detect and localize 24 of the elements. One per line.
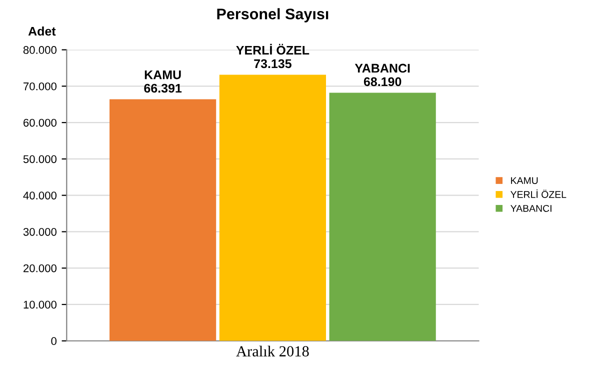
y-tick-label: 10.000 <box>24 300 57 309</box>
y-tick-label: 80.000 <box>23 46 57 54</box>
y-tick-label: 40.000 <box>23 192 57 200</box>
y-tick-label: 20.000 <box>24 264 57 272</box>
y-tick-label: 0 <box>51 337 57 346</box>
legend-label: YERLİ ÖZEL <box>510 189 566 198</box>
legend-label: KAMU <box>511 177 538 184</box>
y-tick-label: 30.000 <box>23 228 57 236</box>
data-label: 66.391 <box>144 84 182 93</box>
data-label: 73.135 <box>254 59 292 68</box>
y-tick-label: 60.000 <box>24 118 57 127</box>
y-axis-title: Adet <box>28 26 56 36</box>
y-tick-label: 70.000 <box>24 82 57 90</box>
x-tick-label: Aralık 2018 <box>236 346 309 356</box>
text: KAMU <box>144 70 181 80</box>
bar <box>219 74 326 341</box>
legend-label: YABANCI <box>510 204 552 212</box>
data-label: 68.190 <box>364 77 402 86</box>
text: YERLİ ÖZEL <box>236 44 310 55</box>
bar <box>329 92 436 341</box>
bar <box>110 99 216 341</box>
chart-title: Personel Sayısı <box>217 8 328 22</box>
text: YABANCI <box>354 64 410 73</box>
y-tick-label: 50.000 <box>23 155 57 164</box>
